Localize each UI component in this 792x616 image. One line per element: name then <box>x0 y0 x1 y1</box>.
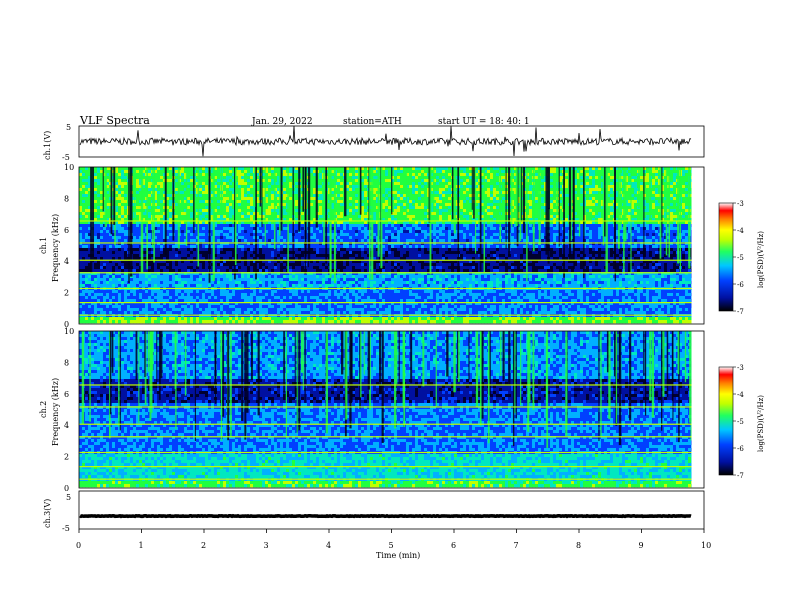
ch1-voltage-trace <box>80 126 691 156</box>
time-axis-tick-label: 3 <box>264 541 269 550</box>
frequency-tick-label: 6 <box>64 226 69 235</box>
time-axis-tick-label: 7 <box>514 541 519 550</box>
ch1-ytick-bottom: -5 <box>62 153 70 162</box>
colorbar-tick-label: -6 <box>737 281 744 289</box>
ch1-colorbar-label: log(PSD)(V²/Hz) <box>757 231 765 288</box>
ch1-freq-axis-label-name: Frequency (kHz) <box>51 214 60 282</box>
date-label: Jan. 29, 2022 <box>251 117 313 127</box>
ch2-colorbar: -3 -4 -5 -6 -7 log(PSD)(V²/Hz) <box>719 364 765 480</box>
frequency-tick-label: 10 <box>64 163 74 172</box>
time-axis: 0 1 2 3 4 5 6 7 8 9 10 <box>76 529 711 550</box>
ch3-ytick-bottom: -5 <box>62 524 70 533</box>
ch3-voltage-frame <box>79 491 704 529</box>
colorbar-tick-label: -3 <box>737 200 744 208</box>
frequency-tick-label: 4 <box>64 421 69 430</box>
frequency-tick-label: 2 <box>64 453 69 462</box>
ch2-spectrogram-panel: 0 2 4 6 8 10 ch.2 Frequency (kHz) <box>39 327 704 493</box>
ch2-freq-axis-label-name: Frequency (kHz) <box>51 378 60 446</box>
ch2-colorbar-gradient <box>719 367 733 475</box>
start-time-label: start UT = 18: 40: 1 <box>438 117 530 127</box>
colorbar-tick-label: -7 <box>737 472 744 480</box>
frequency-tick-label: 2 <box>64 289 69 298</box>
frequency-tick-label: 8 <box>64 194 69 203</box>
ch3-ytick-top: 5 <box>66 493 71 502</box>
time-axis-tick-label: 9 <box>639 541 644 550</box>
time-axis-tick-label: 5 <box>389 541 394 550</box>
time-axis-label: Time (min) <box>376 551 420 560</box>
ch1-colorbar: -3 -4 -5 -6 -7 log(PSD)(V²/Hz) <box>719 200 765 316</box>
ch1-spectrogram-image <box>79 167 704 324</box>
time-axis-tick-label: 4 <box>326 541 331 550</box>
ch1-voltage-panel: 5 -5 ch.1(V) <box>43 123 704 162</box>
ch3-voltage-trace <box>80 516 691 517</box>
ch3-voltage-axis-label: ch.3(V) <box>43 499 52 528</box>
ch1-freq-axis-label-channel: ch.1 <box>39 237 48 254</box>
frequency-tick-label: 6 <box>64 390 69 399</box>
ch1-ytick-top: 5 <box>66 123 71 132</box>
frequency-tick-label: 4 <box>64 257 69 266</box>
colorbar-tick-label: -6 <box>737 445 744 453</box>
ch1-colorbar-gradient <box>719 203 733 311</box>
colorbar-tick-label: -5 <box>737 254 744 262</box>
colorbar-tick-label: -7 <box>737 308 744 316</box>
frequency-tick-label: 0 <box>64 484 69 493</box>
figure-title: VLF Spectra <box>79 114 150 127</box>
ch2-freq-axis-label-channel: ch.2 <box>39 401 48 418</box>
colorbar-tick-label: -4 <box>737 391 744 399</box>
time-axis-tick-label: 1 <box>139 541 144 550</box>
time-axis-tick-label: 2 <box>201 541 206 550</box>
time-axis-tick-label: 8 <box>576 541 581 550</box>
colorbar-tick-label: -4 <box>737 227 744 235</box>
colorbar-tick-label: -3 <box>737 364 744 372</box>
station-label: station=ATH <box>343 117 402 127</box>
ch1-voltage-axis-label: ch.1(V) <box>43 131 52 160</box>
ch2-colorbar-label: log(PSD)(V²/Hz) <box>757 395 765 452</box>
time-axis-tick-label: 10 <box>701 541 711 550</box>
ch2-spectrogram-image <box>79 331 704 488</box>
time-axis-tick-label: 6 <box>451 541 456 550</box>
colorbar-tick-label: -5 <box>737 418 744 426</box>
ch3-voltage-panel: 5 -5 ch.3(V) <box>43 491 704 533</box>
time-axis-tick-label: 0 <box>76 541 81 550</box>
frequency-tick-label: 10 <box>64 327 74 336</box>
frequency-tick-label: 8 <box>64 358 69 367</box>
